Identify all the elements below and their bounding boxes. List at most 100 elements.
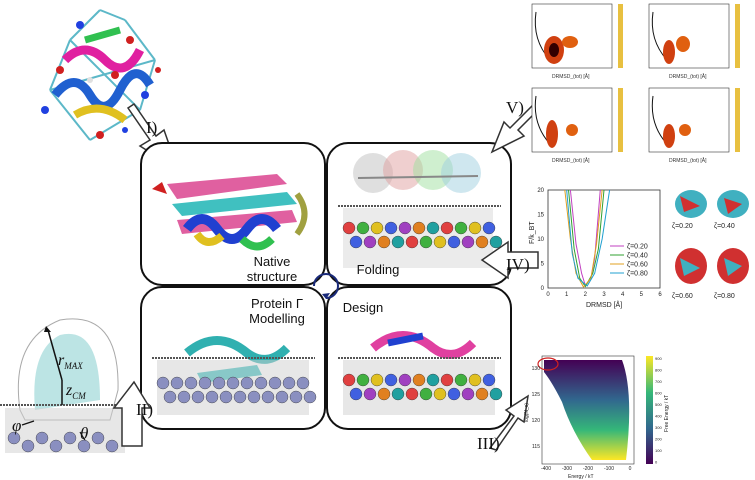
zeta-thumb-label-1: ζ=0.20 (672, 223, 693, 230)
inset-bead (35, 431, 49, 445)
modelling-line2: Modelling (249, 311, 305, 326)
panel-modelling: Protein Γ Modelling (140, 286, 326, 430)
design-bead (475, 387, 489, 401)
zeta-thumb-2: ζ=0.40 (714, 190, 749, 230)
hm-ctick-3: 600 (655, 391, 662, 396)
folding-bead (489, 235, 503, 249)
fe-xtick-5: 5 (640, 292, 644, 298)
fe-series-line-4 (566, 189, 611, 287)
native-ribbon-image (152, 174, 308, 251)
hm-ytick-2: 120 (532, 418, 541, 424)
modelling-bead (184, 376, 198, 390)
fe-xlabel: DRMSD [Å] (586, 300, 622, 309)
arrow-ii (112, 380, 152, 447)
modelling-bead (282, 376, 296, 390)
label-rmax: rMAX (58, 352, 83, 371)
zeta-thumb-label-3: ζ=0.60 (672, 293, 693, 300)
arrow-v (490, 101, 546, 154)
design-bead (454, 373, 468, 387)
modelling-line1: Protein Γ (251, 296, 303, 311)
folding-bead (433, 235, 447, 249)
inset-bead (7, 431, 21, 445)
hm-ytick-3: 115 (532, 444, 540, 450)
modelling-bead (240, 376, 254, 390)
hm-ctick-0: 900 (655, 356, 662, 361)
hm-xlabel: Energy / kT (568, 474, 594, 480)
design-bead (342, 373, 356, 387)
mini-map-3-xlabel: DRMSD_(tot) [Å] (552, 157, 590, 164)
modelling-bead (170, 376, 184, 390)
modelling-bead (296, 376, 310, 390)
fe-ytick-0: 0 (541, 286, 545, 292)
mini-map-1-xlabel: DRMSD_(tot) [Å] (552, 73, 590, 80)
folding-bead (398, 221, 412, 235)
zeta-thumb-3: ζ=0.60 (672, 248, 707, 300)
hm-ctick-2: 700 (655, 379, 662, 384)
hm-xtick-1: -300 (562, 466, 572, 472)
hm-ctick-8: 100 (655, 448, 662, 453)
folding-bead (475, 235, 489, 249)
zeta-thumbnails: ζ=0.20 ζ=0.40 ζ=0.60 ζ=0.80 (670, 186, 755, 306)
folding-label: Folding (356, 262, 400, 277)
modelling-image (152, 336, 317, 415)
fe-ytick-3: 15 (537, 213, 544, 219)
modelling-bead (226, 376, 240, 390)
zeta-thumb-label-4: ζ=0.80 (714, 293, 735, 300)
design-bead (377, 387, 391, 401)
fe-ytick-4: 20 (537, 188, 544, 194)
folding-bead (391, 235, 405, 249)
design-bead (461, 387, 475, 401)
hm-xtick-0: -400 (541, 466, 551, 472)
panel-folding: Folding (326, 142, 512, 286)
design-bead (482, 373, 496, 387)
modelling-bead (191, 390, 205, 404)
design-image (338, 331, 503, 415)
fe-xticks: 0 1 2 3 4 5 6 (546, 292, 662, 298)
modelling-bead (156, 376, 170, 390)
modelling-bead (212, 376, 226, 390)
design-bead (468, 373, 482, 387)
mini-map-grid: DRMSD_(tot) [Å] DRMSD_(tot) [Å] DRMSD_(t… (522, 0, 755, 166)
rmax-symbol: r (58, 352, 65, 369)
panel-native-structure: Native structure (140, 142, 326, 286)
folding-bead (440, 221, 454, 235)
inset-bead (105, 439, 119, 453)
folding-bead (447, 235, 461, 249)
fe-legend-label-2: ζ=0.40 (627, 253, 648, 260)
hm-ctick-6: 300 (655, 425, 662, 430)
folding-bead (356, 221, 370, 235)
fe-yticks: 0 5 10 15 20 (537, 188, 544, 292)
panel-design: Design (326, 286, 512, 430)
design-label: Design (342, 300, 384, 315)
fe-xtick-2: 2 (584, 292, 588, 298)
design-bead (419, 387, 433, 401)
fe-xtick-0: 0 (546, 292, 550, 298)
modelling-bead (219, 390, 233, 404)
inset-bead (63, 431, 77, 445)
mini-map-3: DRMSD_(tot) [Å] (531, 87, 623, 164)
coordinate-inset-image (0, 318, 132, 453)
folding-bead (412, 221, 426, 235)
folding-bead (482, 221, 496, 235)
modelling-bead (254, 376, 268, 390)
hm-xtick-3: -100 (604, 466, 614, 472)
folding-bead (419, 235, 433, 249)
modelling-bead (205, 390, 219, 404)
free-energy-chart: 0 5 10 15 20 0 1 2 3 4 5 6 ζ=0.20 ζ=0.40 ζ=0.60 ζ=0.8… (529, 188, 662, 309)
design-bead (391, 387, 405, 401)
zcm-symbol: z (66, 382, 73, 399)
hm-ctick-4: 500 (655, 402, 662, 407)
label-roman-i: I) (146, 118, 158, 137)
fe-xtick-1: 1 (565, 292, 569, 298)
label-roman-iii: III) (477, 434, 500, 453)
mini-map-1: DRMSD_(tot) [Å] (531, 3, 623, 80)
fe-series-line-2 (568, 189, 605, 288)
hm-xtick-4: 0 (629, 466, 632, 472)
arrow-iv (480, 240, 539, 280)
mini-map-2-xlabel: DRMSD_(tot) [Å] (669, 73, 707, 80)
folding-bead (342, 221, 356, 235)
modelling-bead (198, 376, 212, 390)
zeta-thumb-4: ζ=0.80 (714, 248, 749, 300)
hm-ctick-5: 400 (655, 414, 662, 419)
folding-image (338, 150, 503, 268)
